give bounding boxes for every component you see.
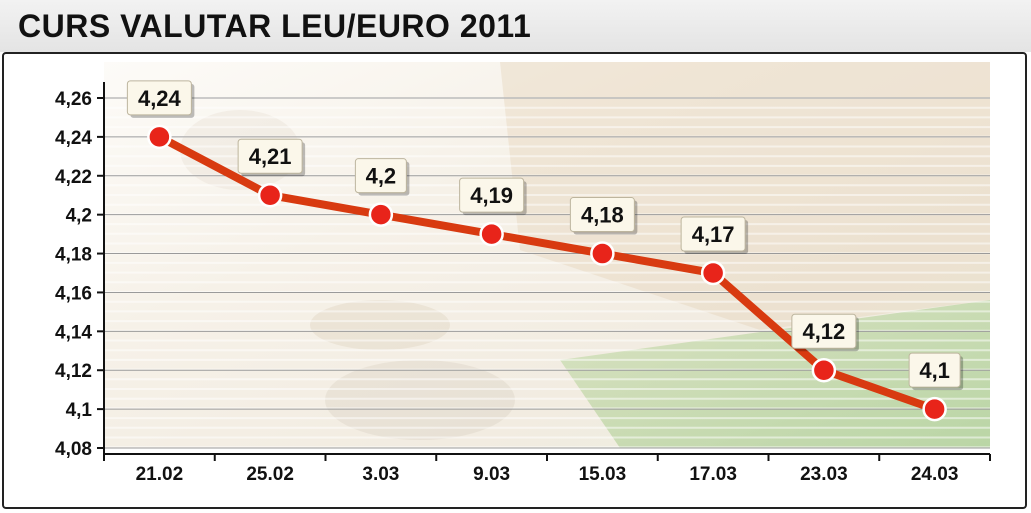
x-tick-label: 24.03 [911,464,959,485]
y-tick-label: 4,2 [66,206,92,227]
y-tick-label: 4,16 [55,283,92,304]
data-labels: 4,24 4,21 4,2 4,19 4,18 4,17 4,12 4,1 [126,80,964,391]
data-point-marker [922,396,947,422]
y-tick-label: 4,24 [55,128,92,149]
axes: 4,08 4,1 4,12 4,14 4,16 4,18 4,2 4,22 4,24 4,26 21… [55,82,991,485]
data-point-marker [479,221,504,247]
data-label: 4,17 [692,222,735,247]
series-line [155,132,939,414]
data-point-marker [257,182,283,208]
data-points [147,124,947,422]
data-label-box [908,352,961,388]
data-label: 4,2 [366,164,397,189]
data-label-box [126,80,192,116]
data-label-box [459,177,525,213]
y-tick-label: 4,1 [66,400,93,421]
y-tick-label: 4,18 [55,245,92,266]
data-label-box [354,158,407,194]
data-point-marker [147,124,172,150]
data-label-box [237,138,303,174]
x-tick-label: 23.03 [800,464,848,485]
series-polyline [155,132,939,414]
y-tick-label: 4,08 [55,439,92,460]
data-label: 4,24 [138,86,182,111]
data-label: 4,12 [802,319,845,344]
data-point-marker [368,202,394,227]
title-bar: CURS VALUTAR LEU/EURO 2011 [0,0,1031,52]
data-label: 4,18 [581,203,624,228]
x-tick-label: 21.02 [136,464,184,485]
data-label: 4,1 [919,358,950,383]
data-label-box [569,197,635,233]
x-tick-label: 3.03 [362,464,399,485]
data-label: 4,19 [470,183,513,208]
x-tick-label: 9.03 [473,464,510,485]
chart-title: CURS VALUTAR LEU/EURO 2011 [18,8,532,44]
y-tick-label: 4,12 [55,361,92,382]
x-tick-label: 25.02 [246,464,294,485]
data-label: 4,21 [249,144,292,169]
x-tick-label: 15.03 [579,464,627,485]
data-label-box [791,313,857,349]
y-tick-label: 4,22 [55,167,92,188]
y-tick-label: 4,14 [55,322,92,343]
y-tick-label: 4,26 [55,89,92,110]
data-point-marker [700,260,726,286]
data-point-marker [590,241,615,266]
data-label-box [680,216,746,252]
data-point-marker [811,357,837,383]
background-photo [104,62,990,448]
x-tick-label: 17.03 [689,464,737,485]
